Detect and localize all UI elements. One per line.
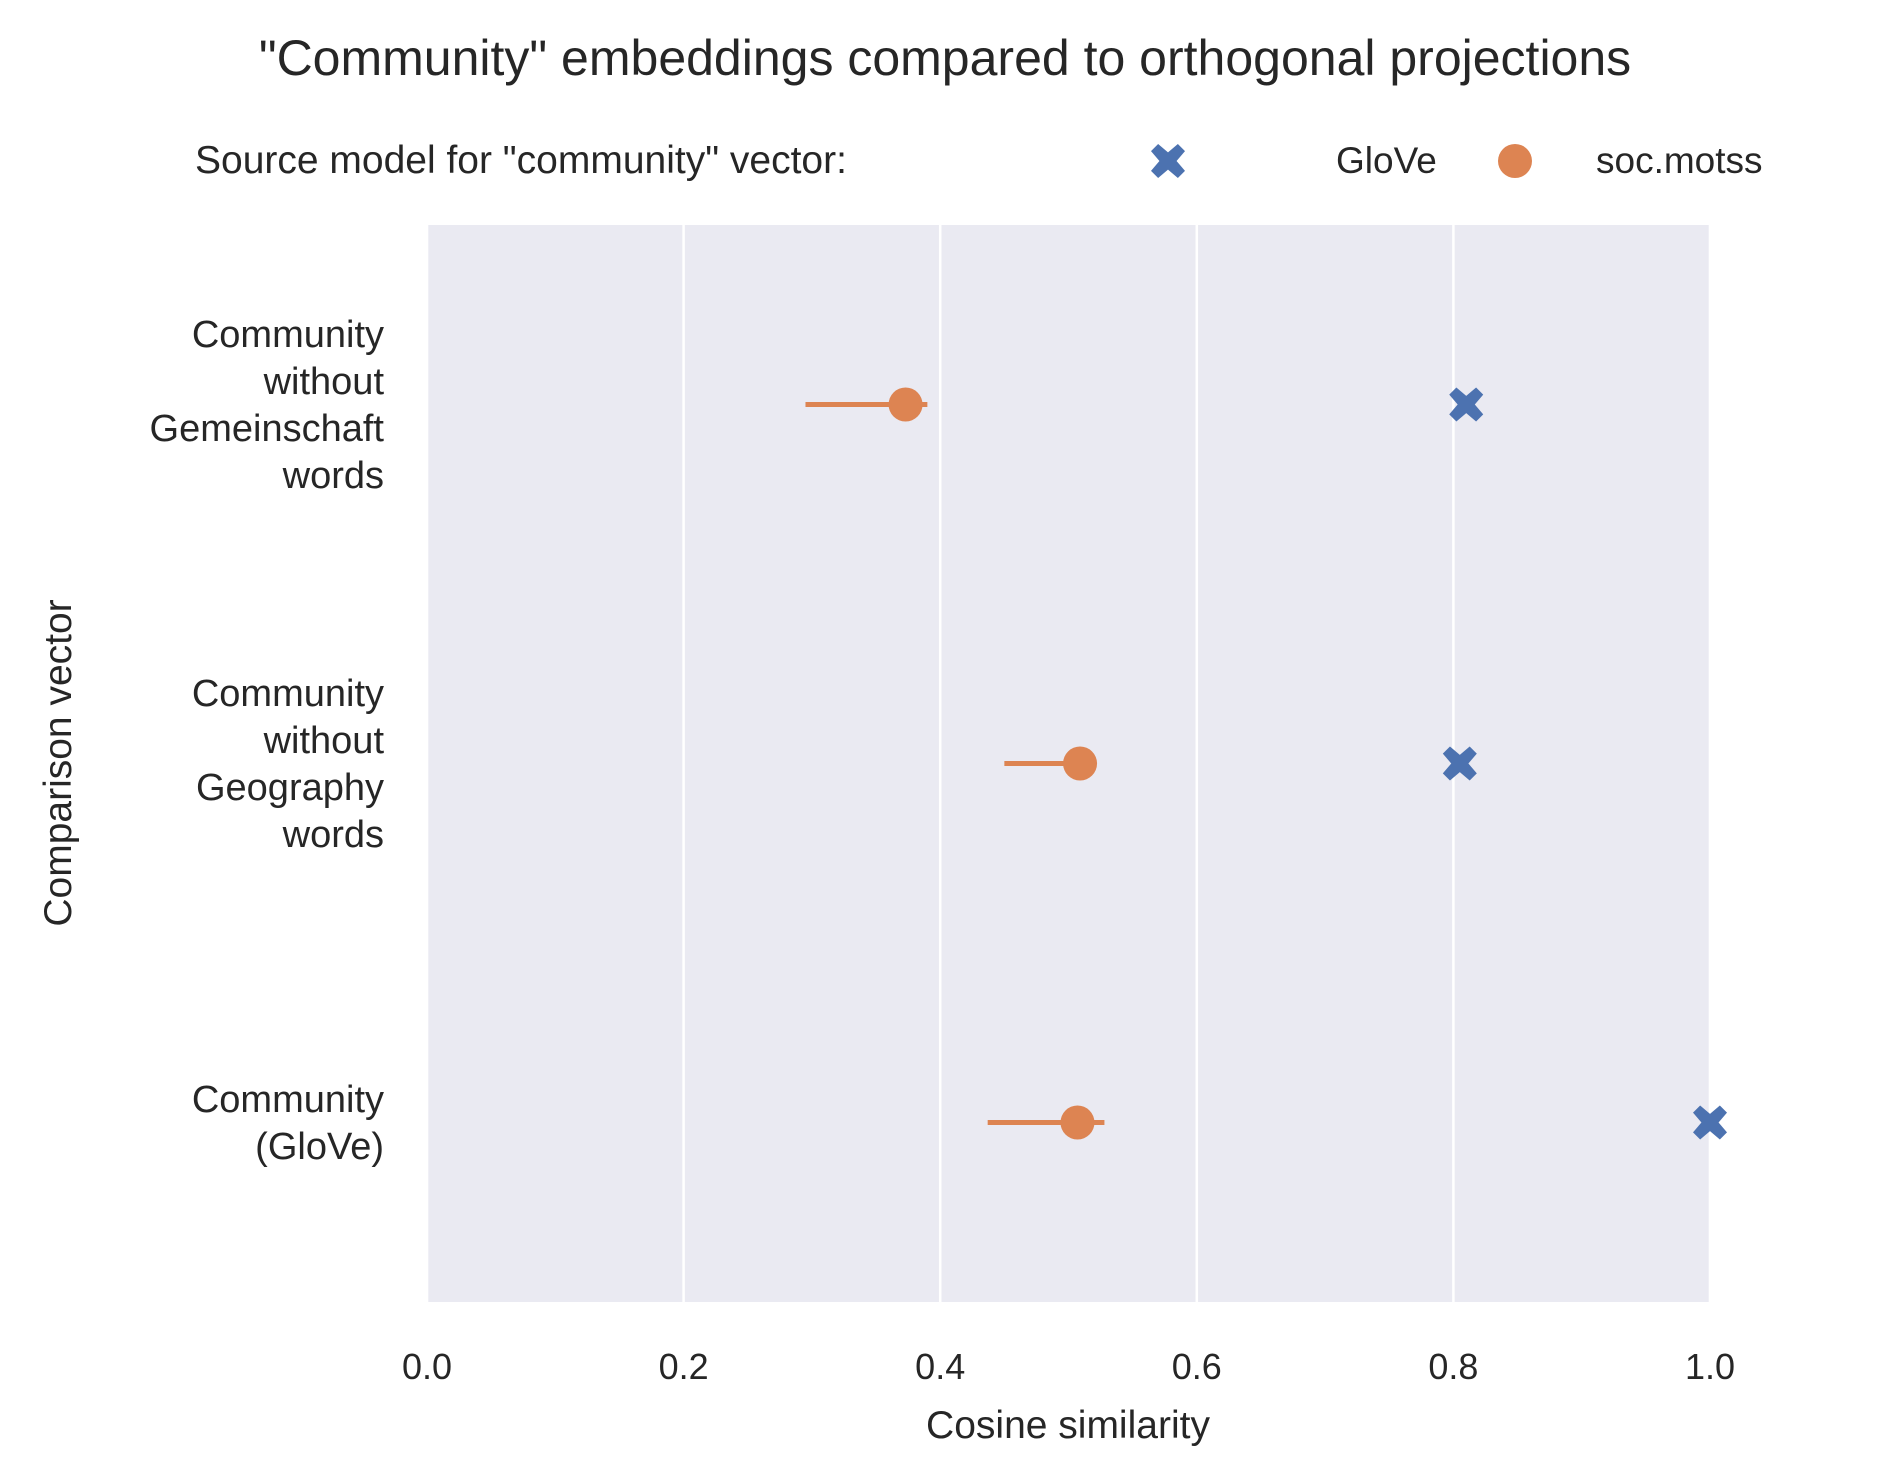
x-tick-label: 0.4 [915,1346,965,1387]
legend-title: Source model for "community" vector: [195,139,847,182]
marker-glove [1693,1105,1727,1140]
legend-marker-glove [1151,144,1185,178]
x-tick-label: 0.2 [659,1346,709,1387]
legend: Source model for "community" vector: Glo… [195,139,1763,182]
y-axis-label: Comparison vector [37,599,80,926]
legend-marker-soc-motss [1498,144,1532,178]
marker-glove [1442,746,1477,781]
legend-label-soc-motss: soc.motss [1596,140,1763,181]
y-tick-label: Community without Geography words [192,673,385,856]
y-tick-label: Community (GloVe) [192,1079,384,1168]
x-axis-label: Cosine similarity [926,1404,1210,1447]
x-tick-label: 1.0 [1685,1346,1735,1387]
x-tick-labels: 0.0 0.2 0.4 0.6 0.8 1.0 [402,1346,1735,1387]
legend-label-glove: GloVe [1336,140,1437,181]
x-tick-label: 0.0 [402,1346,452,1387]
marker-soc-motss [1063,746,1098,781]
x-tick-label: 0.6 [1172,1346,1222,1387]
y-tick-labels: Community without Gemeinschaft words Communi… [150,314,385,1168]
data-markers [888,387,1727,1140]
marker-glove [1449,387,1484,422]
marker-soc-motss [888,387,923,422]
y-tick-label: Community without Gemeinschaft words [150,314,385,497]
x-tick-label: 0.8 [1428,1346,1478,1387]
marker-soc-motss [1060,1105,1095,1140]
chart-title: "Community" embeddings compared to ortho… [259,30,1631,86]
